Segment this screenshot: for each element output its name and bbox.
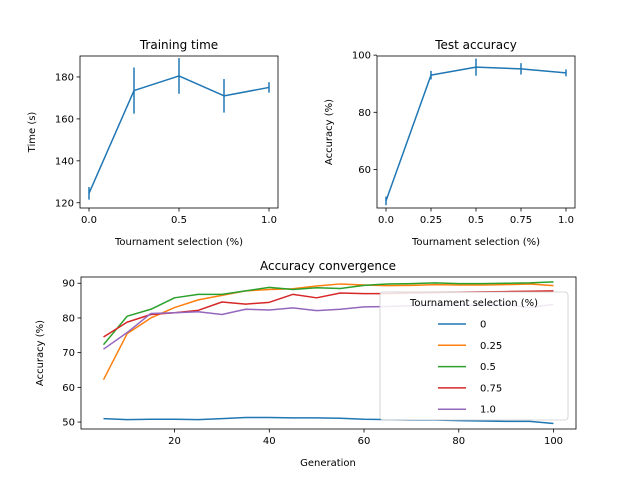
training-time-ylabel: Time (s) [27, 112, 38, 154]
training-time-ticks: 0.0 0.5 1.0 120 140 160 180 [55, 72, 277, 226]
test-accuracy-plot-area [385, 58, 567, 206]
accuracy-convergence-ytick-label: 70 [62, 348, 75, 359]
training-time-ytick-label: 140 [55, 156, 74, 167]
test-accuracy-ytick-label: 60 [358, 165, 371, 176]
accuracy-convergence-chart: Accuracy convergence Generation Accuracy… [35, 259, 577, 469]
training-time-title: Training time [139, 38, 218, 52]
accuracy-convergence-ticks: 20 40 60 80 100 50 60 70 80 90 [62, 279, 563, 447]
legend: Tournament selection (%) 0 0.25 0.5 0.75 1.0 [379, 291, 569, 421]
legend-label-0.5: 0.5 [480, 362, 496, 373]
training-time-xtick-label: 0.5 [171, 215, 187, 226]
accuracy-convergence-ytick-label: 60 [62, 383, 75, 394]
test-accuracy-chart: Test accuracy Tournament selection (%) A… [324, 38, 576, 248]
test-accuracy-xtick-label: 0.5 [468, 215, 484, 226]
accuracy-convergence-ytick-label: 90 [62, 279, 75, 290]
series-line-0.25 [102, 283, 554, 381]
test-accuracy-xtick-label: 0.25 [420, 215, 442, 226]
accuracy-convergence-title: Accuracy convergence [260, 259, 396, 273]
test-accuracy-xtick-label: 1.0 [558, 215, 574, 226]
test-accuracy-ticks: 0.0 0.25 0.5 0.75 1.0 60 80 100 [352, 51, 574, 226]
accuracy-convergence-xtick-label: 80 [452, 436, 465, 447]
legend-label-0: 0 [480, 320, 486, 331]
test-accuracy-axes-frame [376, 55, 576, 209]
series-line-0 [103, 416, 554, 425]
accuracy-convergence-xtick-label: 100 [544, 436, 563, 447]
training-time-ytick-label: 160 [55, 114, 74, 125]
accuracy-convergence-xlabel: Generation [300, 458, 356, 469]
series-line-0.5 [102, 281, 554, 346]
legend-label-0.25: 0.25 [480, 341, 502, 352]
test-accuracy-ytick-label: 80 [358, 108, 371, 119]
accuracy-convergence-axes-frame [80, 276, 577, 430]
legend-label-0.75: 0.75 [480, 383, 502, 394]
test-accuracy-xtick-label: 0.0 [378, 215, 394, 226]
training-time-xtick-label: 1.0 [261, 215, 277, 226]
training-time-axes-frame [79, 55, 279, 209]
test-accuracy-xlabel: Tournament selection (%) [411, 237, 540, 248]
training-time-ytick-label: 120 [55, 198, 74, 209]
test-accuracy-title: Test accuracy [434, 38, 517, 52]
test-accuracy-xtick-label: 0.75 [510, 215, 532, 226]
accuracy-convergence-ylabel: Accuracy (%) [35, 320, 46, 386]
training-time-ytick-label: 180 [55, 72, 74, 83]
accuracy-convergence-ytick-label: 50 [62, 418, 75, 429]
legend-title: Tournament selection (%) [409, 298, 538, 309]
training-time-plot-area [88, 58, 270, 200]
legend-label-1.0: 1.0 [480, 405, 496, 416]
accuracy-convergence-xtick-label: 40 [263, 436, 276, 447]
accuracy-convergence-xtick-label: 20 [168, 436, 181, 447]
training-time-xtick-label: 0.0 [81, 215, 97, 226]
test-accuracy-ylabel: Accuracy (%) [324, 99, 335, 165]
accuracy-convergence-ytick-label: 80 [62, 313, 75, 324]
test-accuracy-ytick-label: 100 [352, 51, 371, 62]
accuracy-convergence-xtick-label: 60 [358, 436, 371, 447]
training-time-chart: Training time Tournament selection (%) T… [27, 38, 279, 248]
legend-entries: 0 0.25 0.5 0.75 1.0 [438, 320, 502, 416]
training-time-xlabel: Tournament selection (%) [114, 237, 243, 248]
legend-box [379, 291, 569, 421]
